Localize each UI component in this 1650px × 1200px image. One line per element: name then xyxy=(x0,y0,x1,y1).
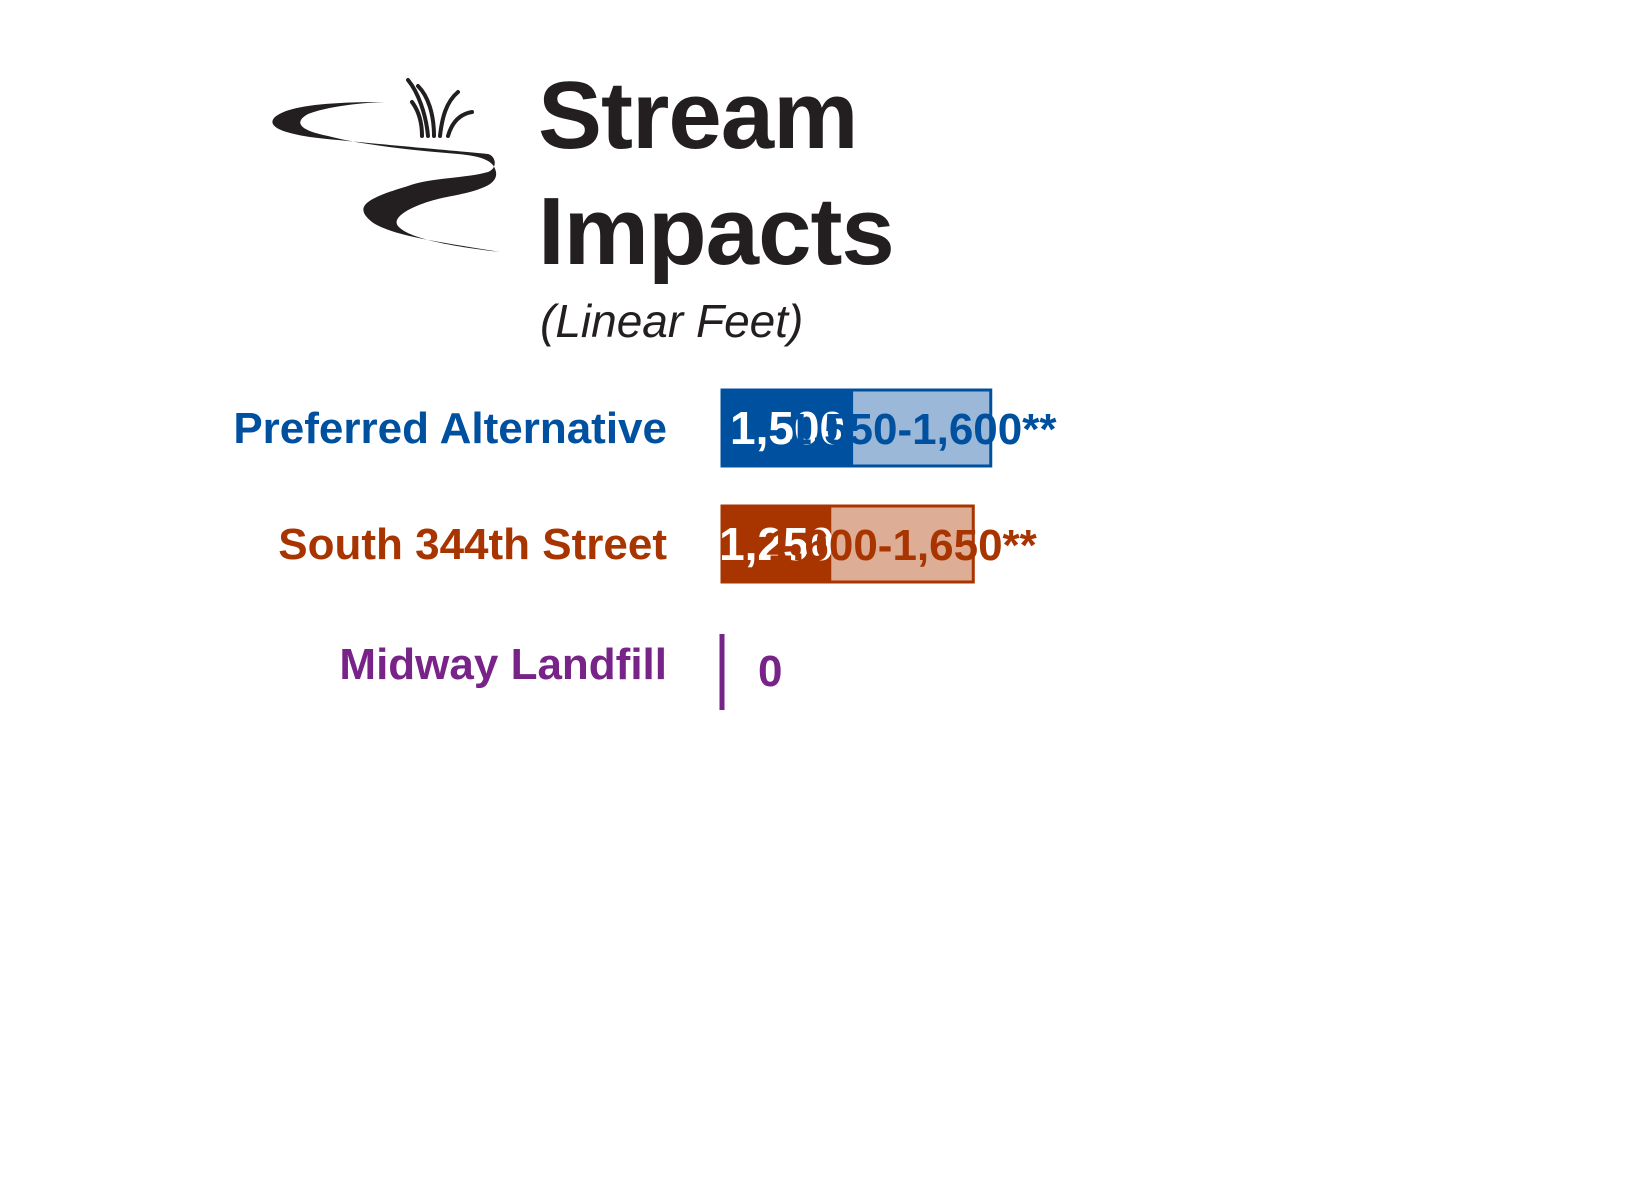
bar-base-south-344th-street xyxy=(722,506,832,582)
stream-with-grass-icon xyxy=(268,74,508,254)
value-label-south-344th-street: 1,250 xyxy=(719,518,834,570)
stream-icon-graphic xyxy=(272,78,500,252)
value-label-preferred-alternative: 1,500 xyxy=(730,402,845,454)
category-label-midway-landfill: Midway Landfill xyxy=(339,640,667,689)
range-label-preferred-alternative: 1,550-1,600** xyxy=(787,405,1057,454)
range-label-south-344th-street: 1,600-1,650** xyxy=(768,521,1038,570)
category-label-preferred-alternative: Preferred Alternative xyxy=(233,404,667,453)
title-line-1: Stream xyxy=(538,62,858,169)
value-label-midway-landfill: 0 xyxy=(758,647,782,696)
chart-subtitle: (Linear Feet) xyxy=(540,295,804,347)
bar-base-preferred-alternative xyxy=(722,390,854,466)
title-line-2: Impacts xyxy=(538,178,895,285)
category-label-south-344th-street: South 344th Street xyxy=(278,520,667,569)
